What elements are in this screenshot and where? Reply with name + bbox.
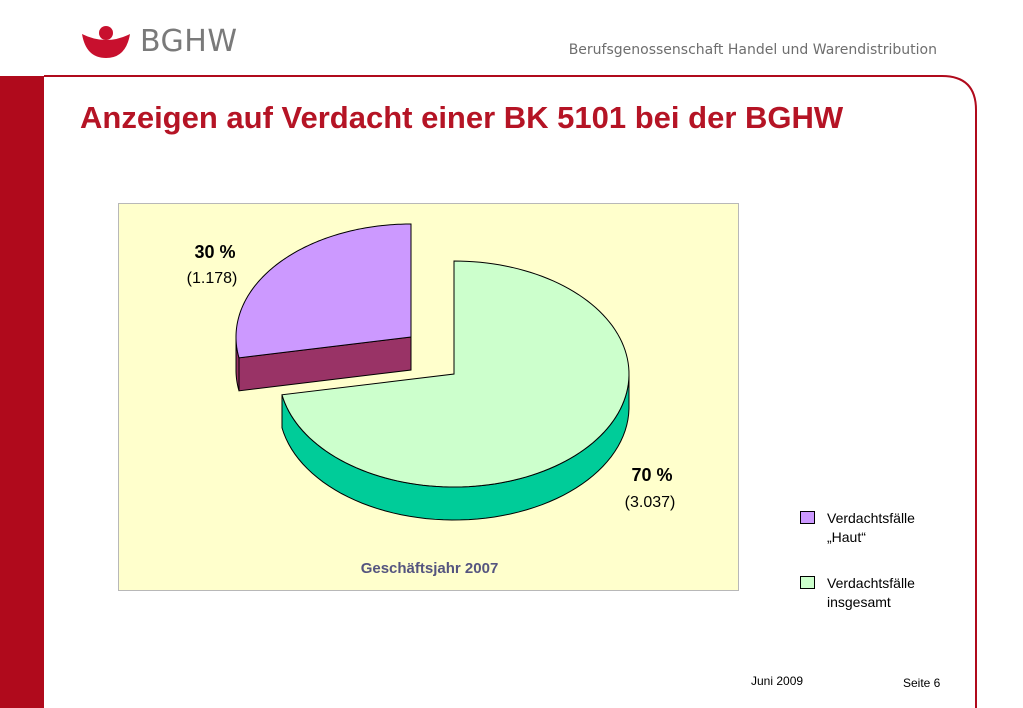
legend-label-line: insgesamt [827,594,891,610]
footer-date: Juni 2009 [751,674,804,688]
logo-text: BGHW [140,24,238,59]
legend-label-line: „Haut“ [827,529,866,545]
pie-top-haut [235,223,412,359]
header: BGHW Berufsgenossenschaft Handel und War… [0,0,1023,70]
slice-label-insgesamt-percent: 70 % [631,465,672,485]
pie-slice-insgesamt [281,260,630,521]
slice-label-insgesamt-value: (3.037) [625,494,676,511]
slice-label-haut-percent: 30 % [194,242,235,262]
side-band [0,76,44,708]
pie-top-insgesamt [281,260,630,488]
chart-title: Geschäftsjahr 2007 [360,560,499,577]
page-title: Anzeigen auf Verdacht einer BK 5101 bei … [80,100,844,135]
legend-swatch-haut [800,511,815,524]
legend-label-line: Verdachtsfälle [827,510,915,526]
chart-panel: 30 % (1.178) 70 % (3.037) Geschäftsjahr … [118,203,739,591]
bghw-logo-icon [82,26,130,58]
footer-page-number: Seite 6 [903,676,941,690]
legend-swatch-insgesamt [800,576,815,589]
pie-slice-haut [235,223,412,392]
legend-item-haut: Verdachtsfälle „Haut“ [800,509,915,547]
legend-label-haut: Verdachtsfälle „Haut“ [827,509,915,547]
slice-label-haut-value: (1.178) [187,270,238,287]
legend-label-line: Verdachtsfälle [827,575,915,591]
pie-chart: 30 % (1.178) 70 % (3.037) [187,223,676,521]
legend-item-insgesamt: Verdachtsfälle insgesamt [800,574,915,612]
organization-name: Berufsgenossenschaft Handel und Warendis… [568,42,937,58]
legend-label-insgesamt: Verdachtsfälle insgesamt [827,574,915,612]
bghw-logo: BGHW [80,24,238,60]
